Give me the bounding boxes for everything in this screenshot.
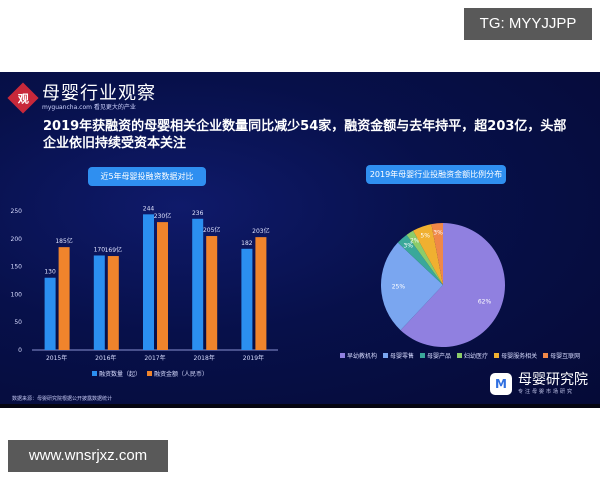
- bar: [255, 237, 267, 350]
- y-tick-label: 150: [11, 264, 23, 271]
- watermark-top: TG: MYYJJPP: [464, 8, 592, 40]
- pie-slice: [397, 234, 443, 285]
- pie-slice-label: 3%: [403, 242, 413, 249]
- legend-swatch-icon: [92, 371, 97, 376]
- legend-swatch-icon: [457, 353, 463, 358]
- legend-swatch-icon: [383, 353, 389, 358]
- bar-value-label: 182: [241, 240, 253, 247]
- y-tick-label: 50: [14, 319, 22, 326]
- bar: [107, 256, 119, 350]
- legend-item: 母婴零售: [383, 351, 414, 360]
- pie-slice-label: 62%: [478, 298, 492, 305]
- pie-slice-label: 25%: [392, 283, 406, 290]
- pie-chart-legend: 早幼教机构 母婴零售 母婴产品 妇幼医疗 母婴服务相关 母婴互联网: [340, 351, 580, 360]
- x-tick-label: 2018年: [194, 354, 215, 362]
- bar: [58, 247, 70, 350]
- bar: [44, 277, 56, 350]
- bar-chart-legend: 融资数量（起） 融资金额（人民币）: [92, 369, 208, 378]
- x-tick-label: 2015年: [46, 354, 67, 362]
- pie-chart: 62%25%3%2%5% 3%: [381, 223, 505, 347]
- legend-swatch-icon: [543, 353, 549, 358]
- pie-slice-label: 3%: [433, 230, 443, 237]
- legend-item: 母婴互联网: [543, 351, 580, 360]
- y-tick-label: 250: [11, 208, 23, 215]
- bar-value-label: 203亿: [252, 227, 269, 235]
- bar-value-label: 130: [44, 269, 56, 276]
- brand-subtitle: 专注母婴市场研究: [518, 389, 575, 395]
- x-tick-label: 2017年: [144, 354, 165, 362]
- x-tick-label: 2016年: [95, 354, 116, 362]
- bar-value-label: 185亿: [55, 237, 72, 245]
- y-tick-label: 100: [11, 291, 23, 298]
- bar: [206, 236, 218, 350]
- bar-value-label: 170: [94, 246, 106, 253]
- bar: [143, 214, 154, 350]
- brand-title: 母婴研究院: [518, 372, 588, 388]
- headline: 2019年获融资的母婴相关企业数量同比减少54家，融资金额与去年持平，超203亿…: [43, 119, 567, 151]
- pie-slice: [406, 230, 443, 285]
- pie-slice: [400, 223, 505, 347]
- x-tick-label: 2019年: [243, 354, 264, 362]
- pie-slice: [413, 224, 443, 285]
- data-source: 数据来源：母婴研究院根据公开披露数据统计: [12, 396, 113, 402]
- legend-swatch-icon: [340, 353, 345, 358]
- legend-swatch-icon: [420, 353, 426, 358]
- legend-item: 妇幼医疗: [457, 351, 488, 360]
- logo-subtitle: myguancha.com 看见更大的产业: [42, 104, 136, 111]
- slide: 观 母婴行业观察 myguancha.com 看见更大的产业 2019年获融资的…: [0, 72, 600, 408]
- legend-swatch-icon: [494, 353, 500, 358]
- legend-item: 融资金额（人民币）: [147, 369, 208, 378]
- pie-slice: [431, 223, 443, 285]
- y-tick-label: 0: [18, 347, 22, 354]
- bar-value-label: 244: [143, 205, 155, 212]
- y-tick-label: 200: [11, 236, 23, 243]
- logo: 观 母婴行业观察 myguancha.com 看见更大的产业: [7, 82, 156, 114]
- legend-swatch-icon: [147, 371, 153, 376]
- pie-slice-label: 5%: [420, 232, 430, 239]
- bar-value-label: 169亿: [105, 246, 122, 254]
- bar: [93, 255, 105, 350]
- bar: [192, 218, 204, 350]
- bar: [157, 222, 168, 350]
- bar: [241, 248, 253, 350]
- legend-item: 母婴服务相关: [494, 351, 537, 360]
- bar-value-label: 205亿: [203, 226, 220, 234]
- bar-chart-title: 近5年母婴投融资数据对比: [88, 167, 206, 186]
- pie-slice: [381, 242, 443, 331]
- slide-bottom-bar: [0, 404, 600, 408]
- bar-value-label: 236: [192, 210, 204, 217]
- watermark-bottom: www.wnsrjxz.com: [8, 440, 168, 472]
- logo-title: 母婴行业观察: [42, 83, 156, 104]
- pie-chart-title: 2019年母婴行业投融资金额比例分布: [366, 165, 506, 184]
- pie-slice-label: 2%: [410, 238, 420, 245]
- bar-value-label: 230亿: [154, 212, 171, 220]
- legend-item: 早幼教机构: [340, 351, 377, 360]
- legend-item: 母婴产品: [420, 351, 451, 360]
- bar-chart: 0 50 100 150 200 250 130 185亿 2015年 170 169亿 2016年 2…: [11, 205, 278, 362]
- brand-logo: M 母婴研究院 专注母婴市场研究: [490, 372, 588, 395]
- legend-item: 融资数量（起）: [92, 369, 141, 378]
- brand-mark-icon: M: [490, 372, 512, 395]
